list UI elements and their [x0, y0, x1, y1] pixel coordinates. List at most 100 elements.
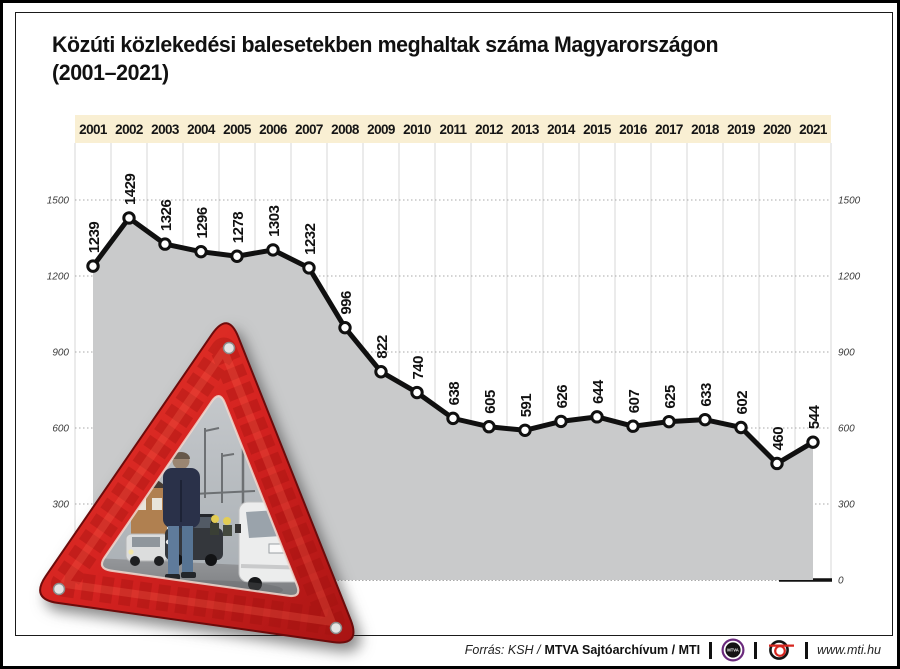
- year-cell: 2004: [187, 121, 215, 137]
- triangle-reflector-segments: [50, 337, 345, 635]
- y-axis-label-left: 600: [52, 424, 69, 435]
- y-axis-label-left: 1200: [47, 272, 70, 283]
- footer-separator: [754, 641, 758, 659]
- data-point: [626, 419, 640, 433]
- data-point: [374, 365, 388, 379]
- year-cell: 2006: [259, 121, 287, 137]
- value-label: 638: [446, 382, 463, 406]
- value-label: 740: [410, 356, 427, 380]
- photo-white-car: [125, 533, 169, 566]
- y-axis-label-left: 900: [52, 348, 69, 359]
- year-band: 2001 2002 2003 2004 2005 2006 2007 2008 2009 2010…: [75, 115, 831, 143]
- year-cell: 2010: [403, 121, 431, 137]
- data-point: [554, 414, 568, 429]
- source-agency: MTVA Sajtóarchívum / MTI: [544, 643, 701, 657]
- y-axis-label-right: 1500: [838, 196, 861, 207]
- photo-window: [152, 498, 162, 510]
- data-point: [86, 259, 100, 273]
- page-title: Közúti közlekedési balesetekben meghalta…: [52, 31, 719, 87]
- year-cell: 2001: [79, 121, 107, 137]
- value-label: 605: [482, 390, 499, 414]
- year-cell: 2002: [115, 121, 143, 137]
- footer-separator: [709, 641, 713, 659]
- y-axis-label-right: 600: [838, 424, 855, 435]
- year-cell: 2015: [583, 121, 611, 137]
- footer: Forrás: KSH / MTVA Sajtóarchívum / MTI MT…: [465, 637, 881, 663]
- y-axis-label-left: 300: [52, 500, 69, 511]
- data-point: [122, 211, 136, 225]
- svg-text:MTVA: MTVA: [727, 648, 739, 653]
- value-label: 1326: [158, 200, 175, 232]
- value-label: 822: [374, 335, 391, 359]
- data-point: [446, 411, 460, 426]
- value-label: 644: [590, 379, 607, 404]
- value-label: 1232: [302, 223, 319, 255]
- y-axis-label-left: 1500: [47, 196, 70, 207]
- website-link: www.mti.hu: [817, 643, 881, 657]
- year-cell: 2005: [223, 121, 251, 137]
- y-axis-label-right: 300: [838, 500, 855, 511]
- year-cell: 2013: [511, 121, 539, 137]
- year-cell: 2007: [295, 121, 323, 137]
- value-label: 1296: [194, 207, 211, 239]
- data-point: [518, 423, 532, 437]
- y-axis-label-right: 1200: [838, 272, 861, 283]
- year-cell: 2003: [151, 121, 179, 137]
- year-cell: 2020: [763, 121, 791, 137]
- value-label: 996: [338, 291, 355, 315]
- data-point: [482, 420, 496, 434]
- warning-triangle-photo: [39, 322, 355, 644]
- value-label: 607: [626, 390, 643, 414]
- year-cell: 2011: [439, 121, 467, 137]
- photo-officers: [210, 515, 232, 536]
- year-cell: 2016: [619, 121, 647, 137]
- triangle-highlight: [59, 346, 336, 626]
- data-point: [806, 435, 820, 449]
- title-line1: Közúti közlekedési balesetekben meghalta…: [52, 32, 719, 57]
- y-axis-label-right: 0: [838, 576, 844, 587]
- triangle-inner-edge: [100, 395, 300, 598]
- data-point: [230, 249, 244, 263]
- data-point: [662, 414, 676, 429]
- source-credit: Forrás: KSH / MTVA Sajtóarchívum / MTI: [465, 643, 700, 657]
- data-point: [590, 410, 604, 424]
- data-point: [302, 261, 316, 275]
- data-point: [410, 385, 424, 400]
- value-label: 460: [770, 427, 787, 451]
- value-label: 544: [806, 405, 823, 430]
- data-point: [698, 412, 712, 427]
- value-label: 633: [698, 383, 715, 407]
- value-label: 602: [734, 391, 751, 415]
- title-line2: (2001–2021): [52, 60, 169, 85]
- data-point: [770, 456, 784, 471]
- source-prefix: Forrás: KSH /: [464, 643, 541, 657]
- data-point: [266, 243, 280, 257]
- triangle-rivets: [52, 341, 343, 635]
- year-cell: 2019: [727, 121, 755, 137]
- mtva-logo-icon: MTVA: [721, 638, 745, 662]
- year-cell: 2008: [331, 121, 359, 137]
- value-label: 591: [518, 394, 535, 418]
- year-cell: 2012: [475, 121, 503, 137]
- value-label: 626: [554, 385, 571, 409]
- data-point: [338, 320, 352, 335]
- footer-separator: [805, 641, 809, 659]
- year-cell: 2014: [547, 121, 575, 137]
- year-cell: 2021: [799, 121, 827, 137]
- y-axis-label-right: 900: [838, 348, 855, 359]
- year-cell: 2017: [655, 121, 683, 137]
- value-label: 1303: [266, 205, 283, 237]
- value-label: 625: [662, 385, 679, 409]
- content-frame: [15, 12, 893, 636]
- data-point: [158, 237, 172, 251]
- value-label: 1278: [230, 212, 247, 244]
- value-label: 1239: [86, 222, 103, 254]
- photo-person: [163, 452, 200, 580]
- value-label: 1429: [122, 173, 139, 205]
- data-point: [734, 420, 748, 435]
- mti-logo-icon: [769, 640, 795, 660]
- data-point: [194, 244, 208, 259]
- year-cell: 2009: [367, 121, 395, 137]
- year-cell: 2018: [691, 121, 719, 137]
